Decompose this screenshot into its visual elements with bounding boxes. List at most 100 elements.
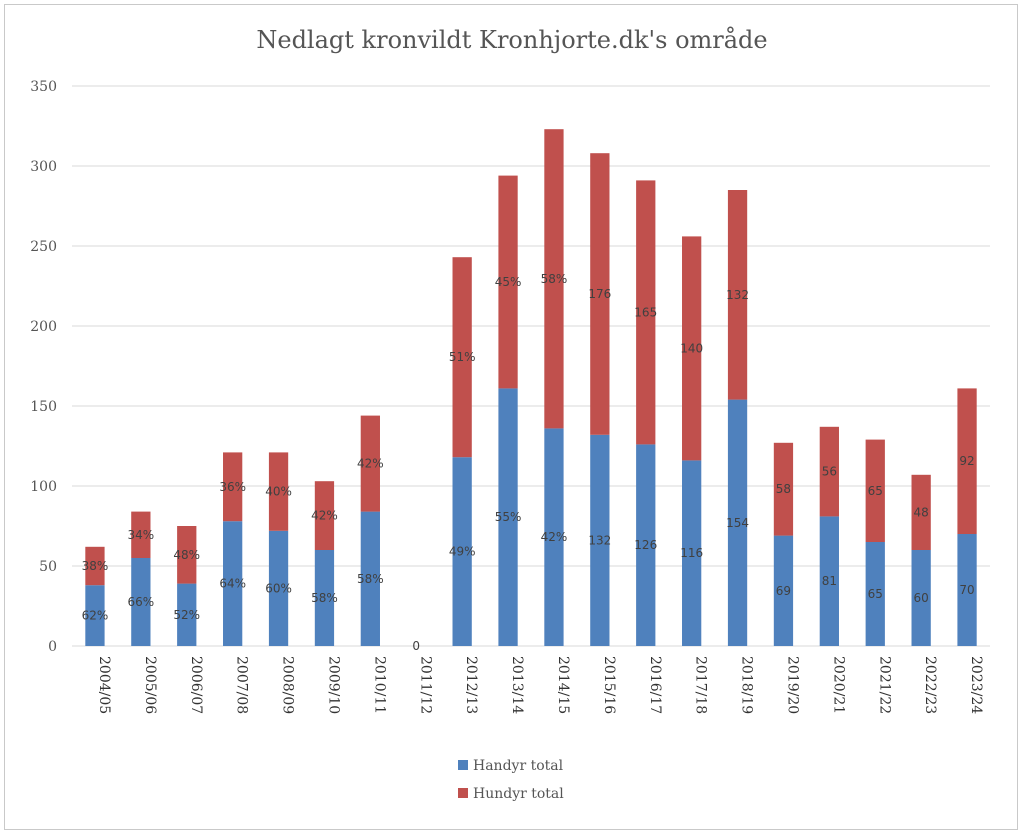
- bar-segment: [544, 129, 564, 429]
- bar-segment: [590, 434, 610, 646]
- data-label: 40%: [265, 485, 292, 499]
- bar-segment: [131, 511, 151, 558]
- bar-segment: [636, 444, 656, 646]
- x-tick-label: 2014/15: [555, 656, 571, 714]
- data-label: 140: [680, 341, 703, 355]
- data-label: 62%: [82, 609, 109, 623]
- x-tick-label: 2018/19: [739, 656, 755, 714]
- bar-segment: [268, 530, 289, 646]
- y-tick-label: 200: [30, 319, 57, 335]
- data-labels: 62% 38% 66% 34% 52% 48% 64% 36% 60% 40% 58% 42% 58% 4…: [82, 272, 975, 653]
- data-label: 116: [680, 546, 703, 560]
- data-label: 154: [726, 516, 749, 530]
- y-tick-label: 50: [39, 559, 57, 575]
- bar-segment: [819, 516, 839, 646]
- bar-segment: [819, 426, 839, 517]
- x-tick-label: 2019/20: [784, 656, 800, 714]
- data-label: 126: [634, 538, 657, 552]
- data-label: 70: [959, 583, 974, 597]
- data-label: 56: [822, 465, 837, 479]
- data-label: 66%: [128, 595, 155, 609]
- data-label: 42%: [311, 509, 338, 523]
- x-tick-label: 2006/07: [188, 656, 204, 714]
- bar-segment: [360, 511, 380, 646]
- legend-swatch: [458, 760, 468, 770]
- y-tick-label: 350: [30, 79, 57, 95]
- bar-segment: [223, 521, 243, 646]
- legend-label: Handyr total: [473, 758, 564, 774]
- data-label: 58%: [541, 272, 568, 286]
- bar-segment: [268, 452, 289, 531]
- bar-segment: [452, 457, 472, 646]
- legend-swatch: [458, 788, 468, 798]
- data-label: 38%: [82, 559, 109, 573]
- legend-item: Handyr total: [458, 758, 564, 774]
- data-label: 60%: [265, 581, 292, 595]
- y-tick-label: 0: [48, 639, 57, 655]
- data-label: 58%: [311, 591, 338, 605]
- data-label: 69: [776, 584, 791, 598]
- x-tick-label: 2016/17: [647, 656, 663, 714]
- bar-segment: [498, 175, 518, 389]
- x-tick-label: 2023/24: [968, 656, 984, 714]
- data-label: 65: [868, 587, 883, 601]
- bar-segment: [865, 542, 885, 646]
- data-label: 132: [588, 533, 611, 547]
- x-axis-ticks: 2004/05 2005/06 2006/07 2007/08 2008/09 2009/…: [96, 656, 984, 714]
- x-tick-label: 2009/10: [325, 656, 341, 714]
- bar-segment: [727, 399, 748, 646]
- legend-label: Hundyr total: [473, 786, 564, 802]
- x-tick-label: 2015/16: [601, 656, 617, 714]
- bar-segment: [498, 388, 518, 646]
- data-label: 165: [634, 305, 657, 319]
- bar-segment: [590, 153, 610, 435]
- bar-segment: [223, 452, 243, 522]
- data-label: 34%: [128, 528, 155, 542]
- x-tick-label: 2022/23: [922, 656, 938, 714]
- data-label: 48%: [173, 548, 200, 562]
- data-label: 58: [776, 482, 791, 496]
- data-label: 0: [412, 639, 420, 653]
- y-tick-label: 300: [30, 159, 57, 175]
- grid-lines: [72, 85, 990, 647]
- data-label: 48: [914, 505, 929, 519]
- data-label: 52%: [173, 608, 200, 622]
- bar-segment: [544, 428, 564, 646]
- bar-segment: [452, 257, 472, 458]
- x-tick-label: 2012/13: [463, 656, 479, 714]
- bars: [85, 129, 977, 646]
- x-tick-label: 2007/08: [234, 656, 250, 714]
- x-tick-label: 2005/06: [142, 656, 158, 714]
- x-tick-label: 2008/09: [280, 656, 296, 714]
- y-axis-ticks: 0 50 100 150 200 250 300 350: [30, 79, 57, 655]
- data-label: 92: [959, 454, 974, 468]
- bar-segment: [957, 388, 977, 534]
- data-label: 60: [914, 591, 929, 605]
- data-label: 42%: [541, 530, 568, 544]
- data-label: 176: [588, 287, 611, 301]
- chart-title: Nedlagt kronvildt Kronhjorte.dk's område: [256, 25, 767, 54]
- y-tick-label: 250: [30, 239, 57, 255]
- x-tick-label: 2010/11: [371, 656, 387, 714]
- data-label: 64%: [219, 577, 246, 591]
- bar-segment: [682, 236, 702, 461]
- bar-segment: [911, 474, 931, 550]
- x-tick-label: 2021/22: [876, 656, 892, 714]
- bar-segment: [773, 535, 794, 646]
- bar-segment: [314, 550, 335, 646]
- x-tick-label: 2020/21: [830, 656, 846, 714]
- data-label: 42%: [357, 457, 384, 471]
- bar-segment: [131, 558, 151, 646]
- data-label: 36%: [219, 480, 246, 494]
- bar-segment: [177, 526, 197, 584]
- y-tick-label: 150: [30, 399, 57, 415]
- data-label: 45%: [495, 275, 522, 289]
- bar-segment: [911, 550, 931, 646]
- x-tick-label: 2017/18: [693, 656, 709, 714]
- x-tick-label: 2013/14: [509, 656, 525, 714]
- data-label: 81: [822, 574, 837, 588]
- data-label: 58%: [357, 572, 384, 586]
- data-label: 65: [868, 484, 883, 498]
- bar-segment: [957, 534, 977, 646]
- bar-segment: [85, 585, 105, 646]
